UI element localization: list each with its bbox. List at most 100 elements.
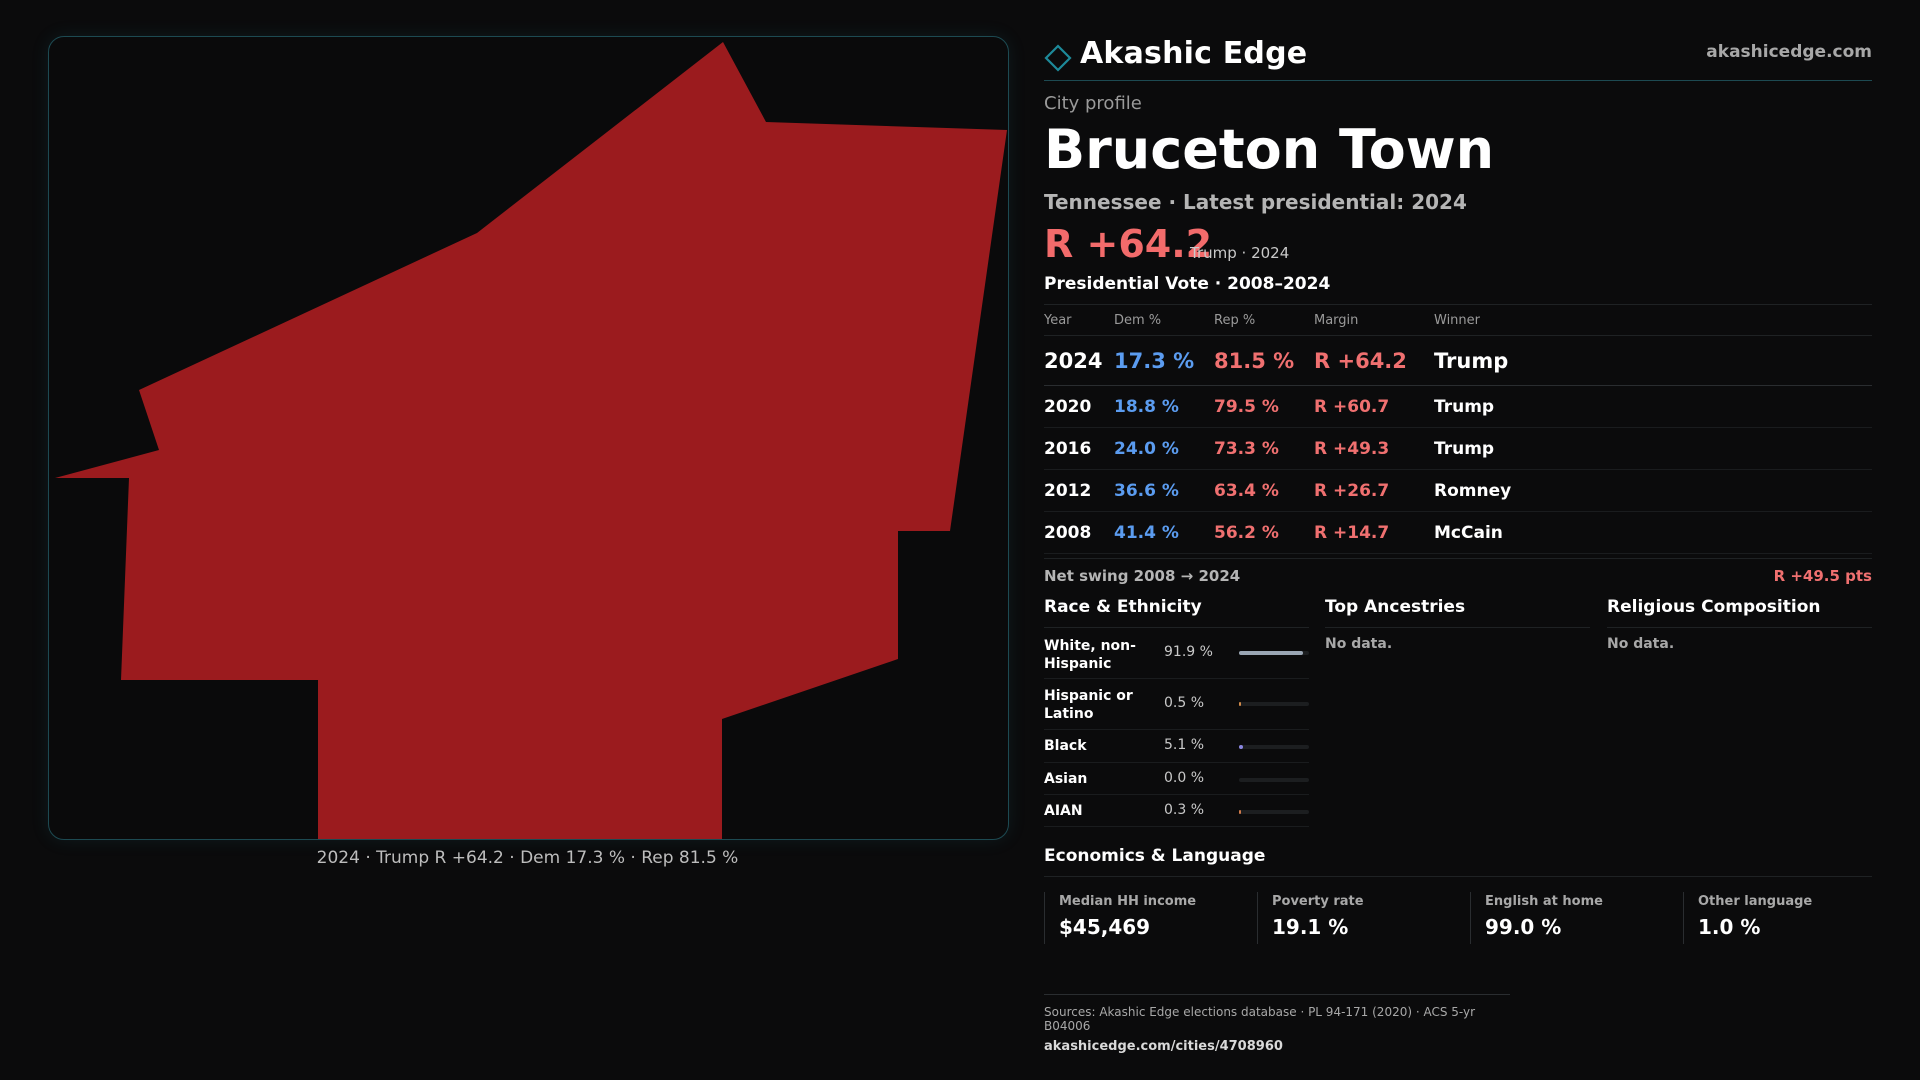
- race-value: 5.1 %: [1164, 737, 1205, 753]
- race-bar-track: [1239, 778, 1309, 782]
- map-panel[interactable]: [48, 36, 1009, 840]
- city-boundary-map[interactable]: [49, 37, 1008, 839]
- profile-panel: Akashic Edge akashicedge.com City profil…: [1044, 36, 1872, 837]
- column-header-margin: Margin: [1314, 305, 1434, 336]
- rep-cell: 73.3 %: [1214, 427, 1314, 470]
- stat-english-at-home: English at home 99.0 %: [1470, 892, 1675, 944]
- race-bar-track: [1239, 745, 1309, 749]
- winner-cell: McCain: [1434, 511, 1872, 554]
- race-row: White, non-Hispanic 91.9 %: [1044, 628, 1309, 679]
- race-ethnicity-title: Race & Ethnicity: [1044, 597, 1309, 628]
- year-cell: 2008: [1044, 511, 1114, 554]
- race-bar-track: [1239, 810, 1309, 814]
- demographics-columns: Race & Ethnicity White, non-Hispanic 91.…: [1044, 597, 1872, 837]
- sources-text: Sources: Akashic Edge elections database…: [1044, 1005, 1476, 1033]
- dem-cell: 18.8 %: [1114, 385, 1214, 428]
- ancestries-title: Top Ancestries: [1325, 597, 1590, 628]
- net-swing-value: R +49.5 pts: [1773, 567, 1872, 585]
- margin-cell: R +64.2: [1314, 335, 1434, 386]
- dem-cell: 36.6 %: [1114, 469, 1214, 512]
- race-label: Hispanic or Latino: [1044, 688, 1133, 722]
- table-row: 2016 24.0 % 73.3 % R +49.3 Trump: [1044, 427, 1872, 470]
- rep-cell: 79.5 %: [1214, 385, 1314, 428]
- stat-label: Poverty rate: [1272, 894, 1364, 909]
- page-kicker: City profile: [1044, 93, 1142, 114]
- winner-cell: Romney: [1434, 469, 1872, 512]
- rep-cell: 63.4 %: [1214, 469, 1314, 512]
- race-bar-fill: [1239, 745, 1243, 749]
- table-row: 2020 18.8 % 79.5 % R +60.7 Trump: [1044, 385, 1872, 428]
- ancestries-section: Top Ancestries No data.: [1325, 597, 1590, 652]
- race-value: 0.0 %: [1164, 770, 1205, 786]
- stat-median-income: Median HH income $45,469: [1044, 892, 1249, 944]
- brand-name: Akashic Edge: [1080, 36, 1308, 71]
- column-header-dem: Dem %: [1114, 305, 1214, 336]
- race-row: AIAN 0.3 %: [1044, 795, 1309, 827]
- dem-cell: 41.4 %: [1114, 511, 1214, 554]
- page-title: Bruceton Town: [1044, 118, 1495, 181]
- brand-header: Akashic Edge akashicedge.com: [1044, 36, 1872, 81]
- diamond-outline-icon: [1044, 44, 1072, 72]
- table-row: 2024 17.3 % 81.5 % R +64.2 Trump: [1044, 335, 1872, 386]
- presidential-vote-title: Presidential Vote · 2008–2024: [1044, 274, 1872, 305]
- presidential-vote-table: Year Dem % Rep % Margin Winner 2024 17.3…: [1044, 305, 1872, 554]
- table-row: 2012 36.6 % 63.4 % R +26.7 Romney: [1044, 469, 1872, 512]
- race-label: Asian: [1044, 771, 1088, 787]
- race-ethnicity-section: Race & Ethnicity White, non-Hispanic 91.…: [1044, 597, 1309, 827]
- column-header-rep: Rep %: [1214, 305, 1314, 336]
- race-label: Black: [1044, 738, 1087, 754]
- table-row: 2008 41.4 % 56.2 % R +14.7 McCain: [1044, 511, 1872, 554]
- dem-cell: 24.0 %: [1114, 427, 1214, 470]
- stat-label: Median HH income: [1059, 894, 1197, 909]
- race-bar-fill: [1239, 651, 1304, 655]
- column-header-year: Year: [1044, 305, 1114, 336]
- ancestries-empty: No data.: [1325, 636, 1393, 652]
- stat-label: Other language: [1698, 894, 1813, 909]
- table-header-row: Year Dem % Rep % Margin Winner: [1044, 305, 1872, 336]
- race-bar-fill: [1239, 702, 1241, 706]
- stat-poverty-rate: Poverty rate 19.1 %: [1257, 892, 1462, 944]
- race-label: White, non-Hispanic: [1044, 638, 1136, 672]
- dem-cell: 17.3 %: [1114, 335, 1214, 386]
- economics-stats: Median HH income $45,469 Poverty rate 19…: [1044, 892, 1872, 946]
- rep-cell: 56.2 %: [1214, 511, 1314, 554]
- race-row: Hispanic or Latino 0.5 %: [1044, 679, 1309, 730]
- margin-cell: R +26.7: [1314, 469, 1434, 512]
- race-value: 0.5 %: [1164, 695, 1205, 711]
- year-cell: 2012: [1044, 469, 1114, 512]
- stat-value: 1.0 %: [1698, 915, 1761, 939]
- stat-other-language: Other language 1.0 %: [1683, 892, 1872, 944]
- religion-empty: No data.: [1607, 636, 1675, 652]
- stat-value: $45,469: [1059, 915, 1151, 939]
- stat-value: 99.0 %: [1485, 915, 1562, 939]
- headline-margin: R +64.2: [1044, 222, 1213, 266]
- winner-cell: Trump: [1434, 335, 1872, 386]
- source-url-link[interactable]: akashicedge.com/cities/4708960: [1044, 1039, 1283, 1054]
- margin-cell: R +60.7: [1314, 385, 1434, 428]
- religion-title: Religious Composition: [1607, 597, 1872, 628]
- race-bar-track: [1239, 651, 1309, 655]
- stat-label: English at home: [1485, 894, 1603, 909]
- net-swing-row: Net swing 2008 → 2024 R +49.5 pts: [1044, 558, 1872, 593]
- race-value: 0.3 %: [1164, 802, 1205, 818]
- margin-cell: R +49.3: [1314, 427, 1434, 470]
- race-bar-track: [1239, 702, 1309, 706]
- stat-value: 19.1 %: [1272, 915, 1349, 939]
- winner-cell: Trump: [1434, 427, 1872, 470]
- headline-meta: Trump · 2024: [1190, 244, 1290, 262]
- net-swing-label: Net swing 2008 → 2024: [1044, 567, 1241, 585]
- map-caption: 2024 · Trump R +64.2 · Dem 17.3 % · Rep …: [316, 848, 739, 868]
- race-row: Asian 0.0 %: [1044, 763, 1309, 795]
- headline-result: R +64.2 Trump · 2024: [1044, 222, 1872, 268]
- sources-footer: Sources: Akashic Edge elections database…: [1044, 994, 1510, 1054]
- year-cell: 2020: [1044, 385, 1114, 428]
- column-header-winner: Winner: [1434, 305, 1872, 336]
- rep-cell: 81.5 %: [1214, 335, 1314, 386]
- year-cell: 2016: [1044, 427, 1114, 470]
- brand-url[interactable]: akashicedge.com: [1706, 42, 1872, 62]
- race-label: AIAN: [1044, 803, 1083, 819]
- margin-cell: R +14.7: [1314, 511, 1434, 554]
- race-row: Black 5.1 %: [1044, 730, 1309, 763]
- city-boundary-shape[interactable]: [55, 42, 1007, 839]
- winner-cell: Trump: [1434, 385, 1872, 428]
